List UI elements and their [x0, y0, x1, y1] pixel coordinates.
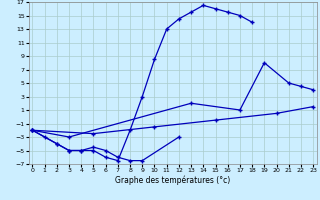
X-axis label: Graphe des températures (°c): Graphe des températures (°c) [115, 176, 230, 185]
